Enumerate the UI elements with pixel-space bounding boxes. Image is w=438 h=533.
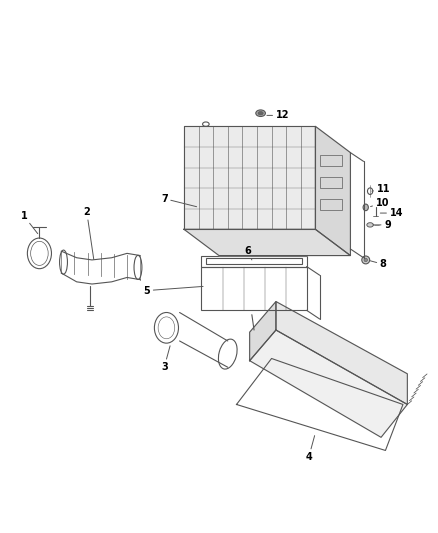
Polygon shape	[184, 229, 350, 255]
Text: 5: 5	[143, 286, 203, 296]
Polygon shape	[250, 330, 407, 437]
Text: 4: 4	[305, 435, 314, 462]
Text: 3: 3	[161, 346, 170, 372]
Text: 10: 10	[371, 198, 389, 208]
Bar	[201, 266, 307, 310]
Text: 12: 12	[267, 110, 289, 120]
Bar	[320, 177, 342, 188]
Text: 14: 14	[380, 208, 403, 218]
Text: 2: 2	[83, 207, 94, 260]
Text: 1: 1	[21, 211, 38, 233]
Bar	[201, 255, 307, 266]
Bar	[320, 199, 342, 209]
Bar	[206, 258, 302, 264]
Text: 7: 7	[161, 193, 197, 207]
Ellipse shape	[367, 223, 373, 227]
Text: 11: 11	[372, 183, 390, 193]
Polygon shape	[250, 302, 276, 361]
Polygon shape	[184, 126, 315, 229]
Text: 8: 8	[370, 260, 387, 269]
Text: 9: 9	[373, 220, 391, 230]
Polygon shape	[276, 302, 407, 405]
Ellipse shape	[258, 111, 263, 115]
Bar	[320, 155, 342, 166]
Ellipse shape	[256, 110, 265, 117]
Ellipse shape	[363, 204, 368, 211]
Ellipse shape	[362, 256, 370, 264]
Polygon shape	[315, 126, 350, 255]
Ellipse shape	[364, 258, 367, 262]
Text: 6: 6	[244, 246, 252, 260]
